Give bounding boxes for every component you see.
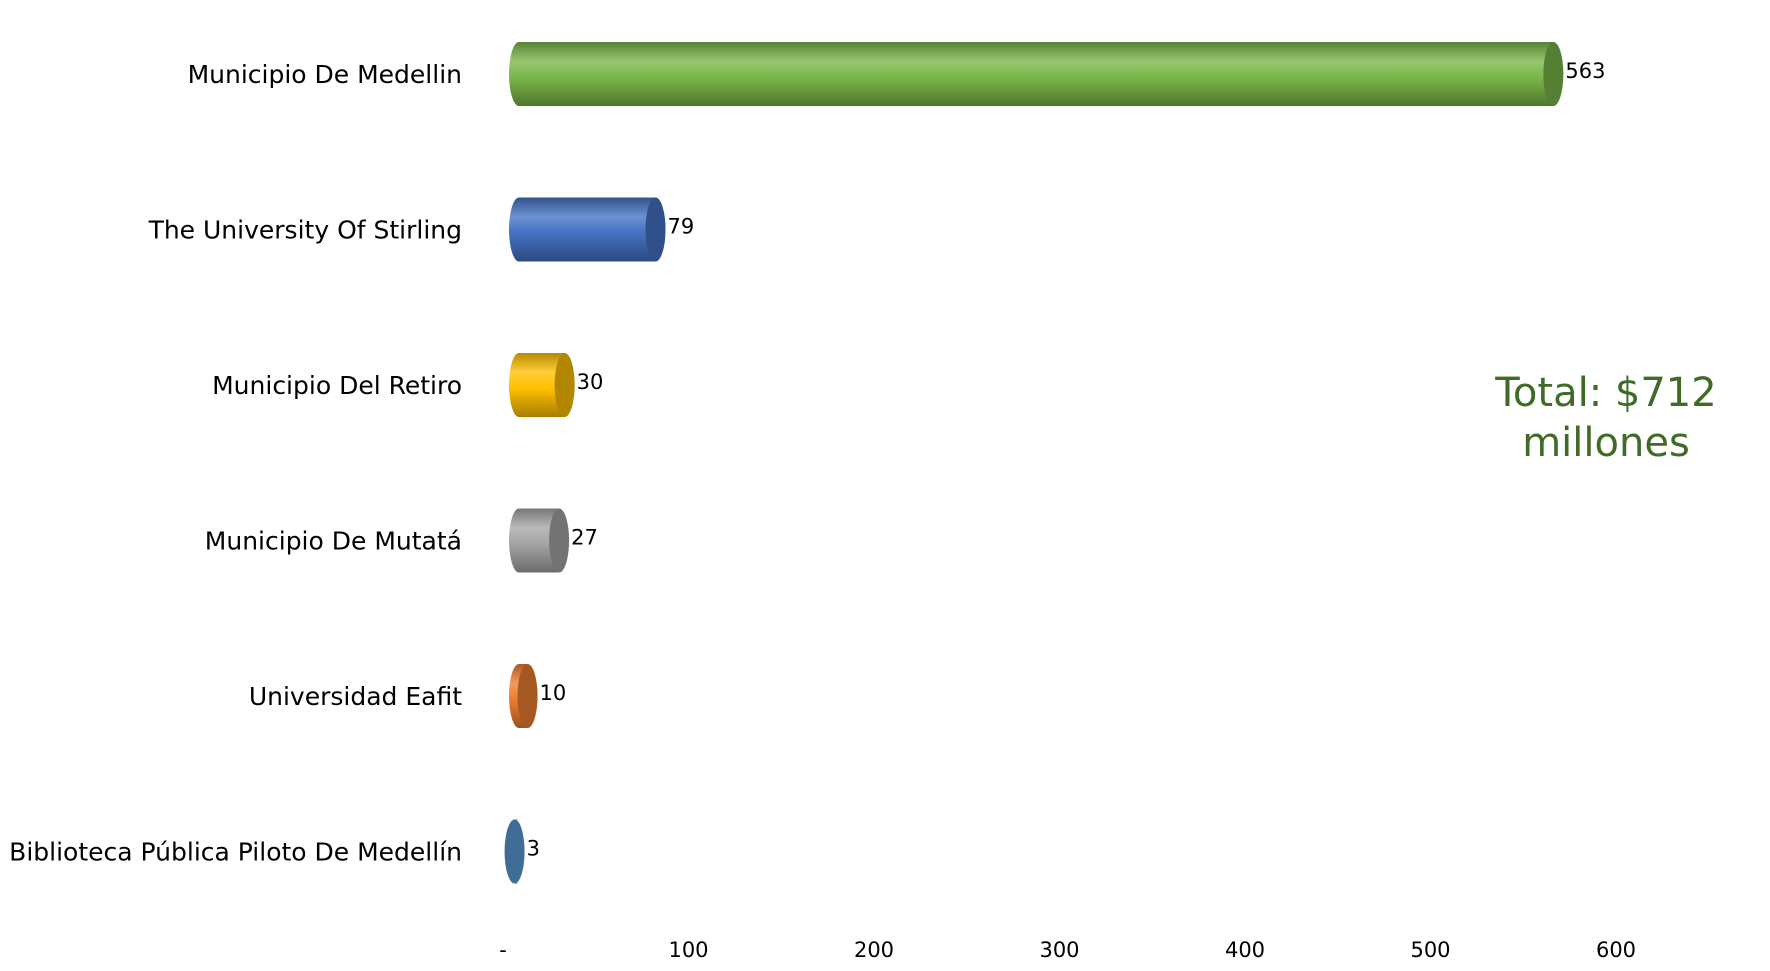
bar-end-cap [554,353,575,417]
category-label: Biblioteca Pública Piloto De Medellín [9,838,462,867]
data-label: 30 [577,370,604,394]
bar-end-cap [549,508,570,573]
total-amount-text: Total: $712 [1495,370,1717,416]
data-label: 27 [571,526,598,550]
x-tick-label: 200 [854,938,894,962]
x-tick-label: 300 [1039,938,1079,962]
bar [509,664,538,728]
data-label: 79 [668,215,695,239]
bars-layer: 563 79 30 27 10 3 [504,42,1605,884]
bar [509,508,570,573]
bar [509,197,666,262]
data-label: 3 [527,837,540,861]
total-unit-text: millones [1522,420,1690,466]
bar-body [509,508,560,573]
bar [504,819,525,884]
bar-body [509,42,1554,106]
category-label: Municipio De Medellin [188,60,462,89]
category-label: Municipio De Mutatá [205,527,462,556]
bar-end-cap [517,664,538,728]
data-label: 10 [540,681,567,705]
category-label: Universidad Eafit [249,682,462,711]
bar-end-cap [645,197,666,262]
x-tick-label: 400 [1225,938,1265,962]
x-tick-label: - [499,938,507,962]
bar-body [509,197,656,262]
x-tick-label: 100 [668,938,708,962]
category-labels: Municipio De Medellin The University Of S… [9,60,462,867]
bar-end-cap [504,819,525,884]
x-tick-label: 500 [1410,938,1450,962]
x-axis-ticks: - 100 200 300 400 500 600 [499,938,1636,962]
data-label: 563 [1565,59,1605,83]
bar-body [509,353,565,417]
bar [509,42,1564,106]
total-annotation: Total: $712 millones [1456,368,1756,468]
category-label: Municipio Del Retiro [212,371,462,400]
category-label: The University Of Stirling [148,216,462,245]
bar-end-cap [1543,42,1564,106]
x-tick-label: 600 [1596,938,1636,962]
bar [509,353,575,417]
